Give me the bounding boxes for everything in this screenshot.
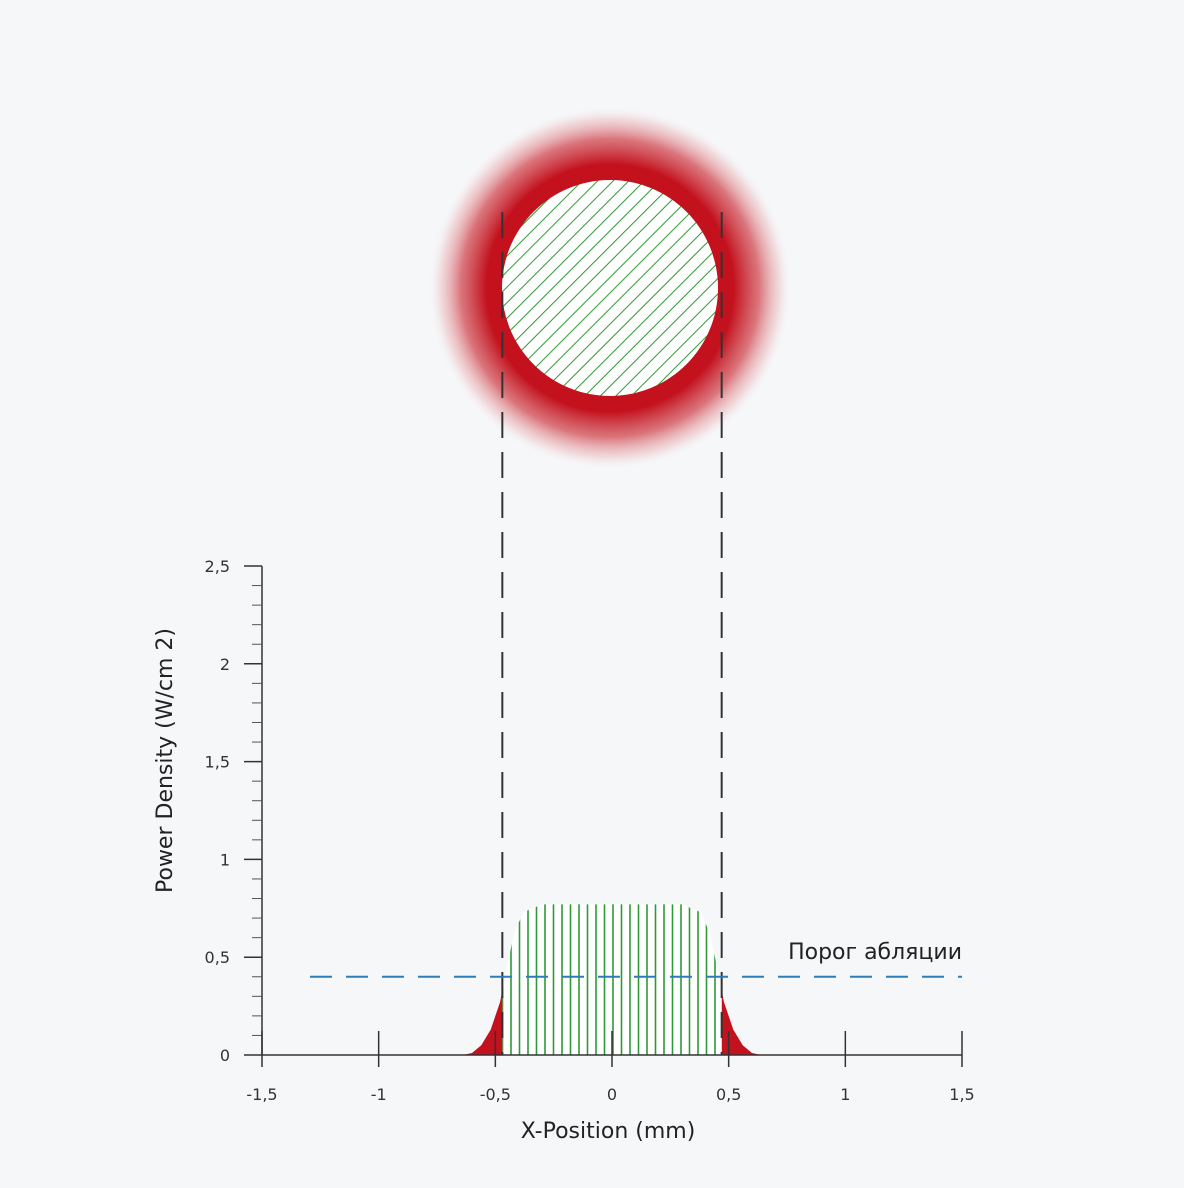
x-tick-label: -1 <box>371 1085 387 1104</box>
y-tick-label: 0 <box>220 1046 230 1065</box>
y-tick-label: 2,5 <box>205 557 230 576</box>
axes: 0 0,5 1 1,5 2 2,5 -1,5 -1 -0,5 0 0,5 1 1,5 <box>205 557 975 1104</box>
y-tick-label: 1,5 <box>205 753 230 772</box>
beam-spot <box>428 106 792 470</box>
y-tick-label: 0,5 <box>205 948 230 967</box>
x-tick-label: 0 <box>607 1085 617 1104</box>
x-tick-label: -1,5 <box>246 1085 277 1104</box>
y-axis-title: Power Density (W/cm 2) <box>153 628 178 893</box>
x-tick-label: 1,5 <box>949 1085 974 1104</box>
threshold-label: Порог абляции <box>788 940 962 965</box>
y-tick-label: 2 <box>220 655 230 674</box>
ablation-zone-circle <box>502 180 718 396</box>
y-tick-label: 1 <box>220 850 230 869</box>
x-tick-label: 1 <box>840 1085 850 1104</box>
x-tick-label: -0,5 <box>480 1085 511 1104</box>
x-tick-label: 0,5 <box>716 1085 741 1104</box>
ablated-region <box>502 904 722 1055</box>
power-profile <box>462 904 762 1055</box>
x-axis-title: X-Position (mm) <box>521 1119 696 1144</box>
ablation-edge-guides <box>501 212 723 1055</box>
